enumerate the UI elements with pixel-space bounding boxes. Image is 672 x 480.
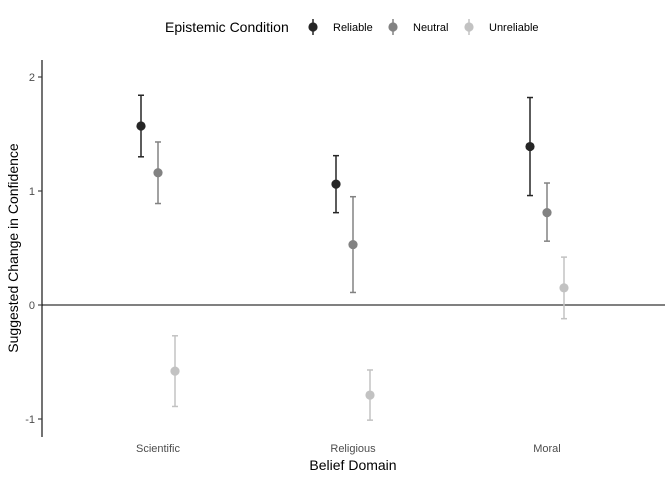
pointrange-neutral bbox=[348, 195, 358, 294]
data-point bbox=[348, 239, 358, 250]
data-point bbox=[170, 366, 180, 376]
legend-key-point bbox=[308, 22, 318, 32]
legend-title: Epistemic Condition bbox=[165, 19, 289, 35]
pointrange-reliable bbox=[136, 94, 146, 158]
y-tick-label: -1 bbox=[25, 414, 35, 426]
data-point bbox=[153, 168, 163, 178]
y-axis-title: Suggested Change in Confidence bbox=[5, 143, 21, 353]
legend-item-reliable: Reliable bbox=[308, 19, 373, 35]
y-axis-ticks: -1 0 1 2 bbox=[25, 72, 42, 426]
legend-key-point bbox=[464, 22, 474, 32]
data-point bbox=[365, 390, 375, 400]
data-point bbox=[331, 179, 341, 189]
pointrange-unreliable bbox=[365, 369, 375, 421]
legend: Epistemic Condition Reliable Neutral Unrel… bbox=[165, 19, 539, 35]
x-tick-label: Moral bbox=[533, 443, 561, 455]
legend-label: Neutral bbox=[413, 22, 448, 34]
data-point bbox=[525, 141, 535, 152]
x-tick-label: Religious bbox=[330, 443, 376, 455]
data-point bbox=[559, 283, 569, 293]
x-axis-ticks: Scientific Religious Moral bbox=[136, 443, 561, 455]
legend-item-neutral: Neutral bbox=[388, 19, 448, 35]
pointrange-reliable bbox=[525, 96, 535, 197]
pointrange-neutral bbox=[542, 182, 552, 242]
y-tick-label: 1 bbox=[29, 186, 35, 198]
data-point bbox=[136, 121, 146, 131]
plot-area: -1 0 1 2 Scientific Religious Moral bbox=[25, 60, 665, 455]
pointrange-unreliable bbox=[559, 256, 569, 320]
legend-item-unreliable: Unreliable bbox=[464, 19, 539, 35]
y-tick-label: 2 bbox=[29, 72, 35, 84]
x-axis-title: Belief Domain bbox=[309, 457, 396, 473]
legend-label: Reliable bbox=[333, 22, 373, 34]
data-point bbox=[542, 208, 552, 218]
pointrange-neutral bbox=[153, 141, 163, 205]
x-tick-label: Scientific bbox=[136, 443, 181, 455]
y-tick-label: 0 bbox=[29, 300, 35, 312]
pointrange-reliable bbox=[331, 154, 341, 214]
pointrange-unreliable bbox=[170, 335, 180, 408]
data-marks bbox=[136, 94, 569, 421]
legend-key-point bbox=[388, 22, 398, 32]
legend-label: Unreliable bbox=[489, 22, 539, 34]
